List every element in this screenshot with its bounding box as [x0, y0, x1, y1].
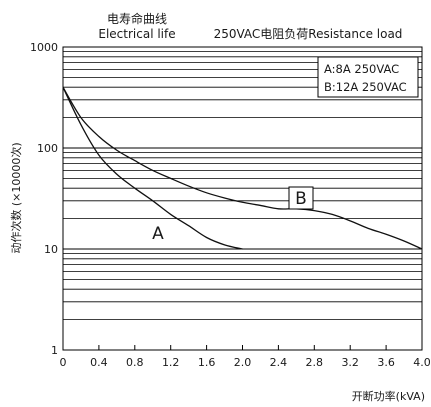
- x-tick-label: 2.4: [270, 356, 288, 369]
- legend-line-b: B:12A 250VAC: [324, 80, 407, 94]
- x-tick-label: 3.6: [377, 356, 395, 369]
- series-label-a: A: [152, 224, 164, 244]
- x-tick-label: 0: [60, 356, 67, 369]
- series-label-a-box: [146, 222, 170, 244]
- series-lines: [62, 86, 423, 250]
- x-tick-label: 2.0: [234, 356, 252, 369]
- series-line-b: [62, 86, 423, 250]
- y-tick-label: 1: [51, 344, 58, 357]
- chart-title-cn: 电寿命曲线: [107, 11, 167, 26]
- y-tick-label: 100: [37, 142, 58, 155]
- x-tick-labels: 0 0.4 0.8 1.2 1.6 2.0 2.4 2.8 3.2 3.6 4.0: [60, 345, 431, 369]
- chart-condition: 250VAC电阻负荷Resistance load: [214, 27, 403, 41]
- x-tick-label: 1.2: [162, 356, 180, 369]
- x-tick-label: 3.2: [341, 356, 359, 369]
- y-tick-label: 10: [44, 243, 58, 256]
- series-line-a: [62, 86, 243, 250]
- legend-line-a: A:8A 250VAC: [324, 62, 399, 76]
- y-tick-label: 1000: [30, 41, 58, 54]
- x-axis-label: 开断功率(kVA): [352, 389, 425, 403]
- y-axis-label: 动作次数 (×10000次): [9, 142, 23, 253]
- legend-box: [317, 56, 419, 98]
- y-tick-labels: 1 10 100 1000: [30, 41, 58, 357]
- x-tick-label: 0.4: [90, 356, 108, 369]
- x-tick-label: 1.6: [198, 356, 216, 369]
- x-tick-label: 2.8: [306, 356, 324, 369]
- series-label-b: B: [295, 189, 307, 209]
- series-label-b-box: [288, 186, 314, 210]
- x-tick-label: 0.8: [126, 356, 144, 369]
- x-tick-label: 4.0: [413, 356, 431, 369]
- chart-title-en: Electrical life: [98, 27, 175, 41]
